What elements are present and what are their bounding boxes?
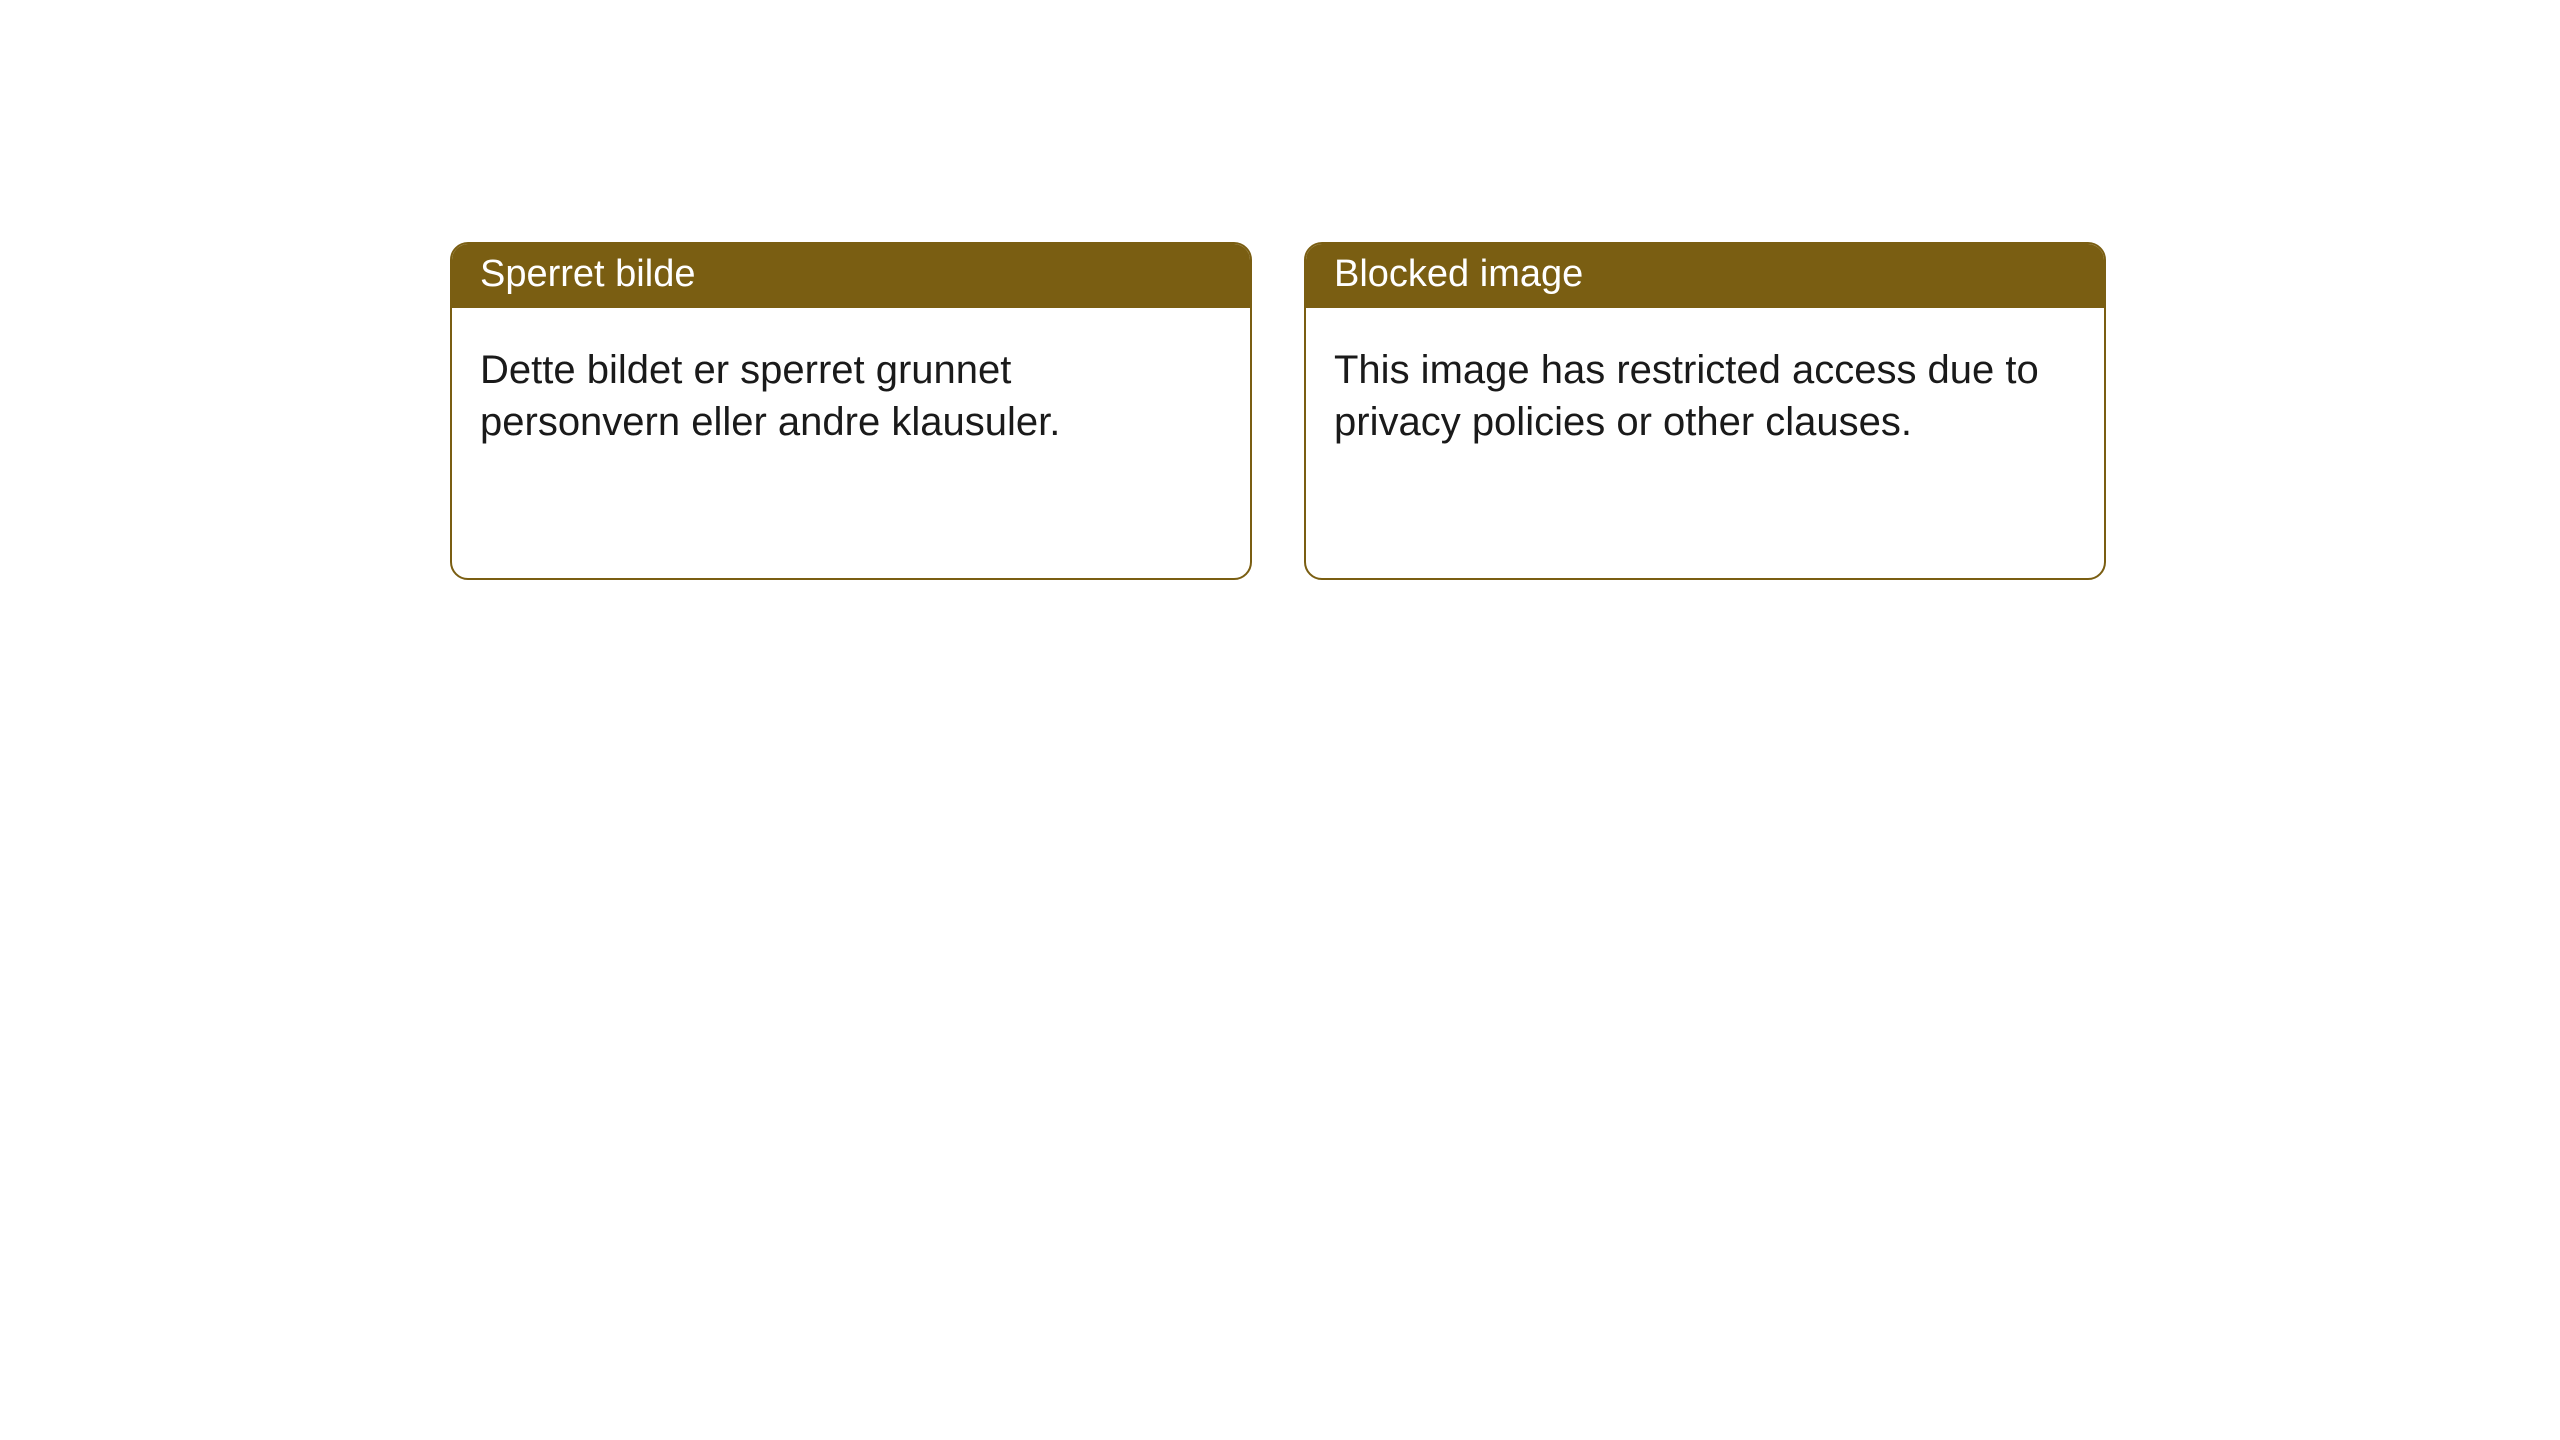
notice-header: Sperret bilde [452,244,1250,308]
notice-container: Sperret bilde Dette bildet er sperret gr… [450,242,2106,580]
notice-card-english: Blocked image This image has restricted … [1304,242,2106,580]
notice-header: Blocked image [1306,244,2104,308]
notice-body: This image has restricted access due to … [1306,308,2104,578]
notice-card-norwegian: Sperret bilde Dette bildet er sperret gr… [450,242,1252,580]
notice-body: Dette bildet er sperret grunnet personve… [452,308,1250,578]
